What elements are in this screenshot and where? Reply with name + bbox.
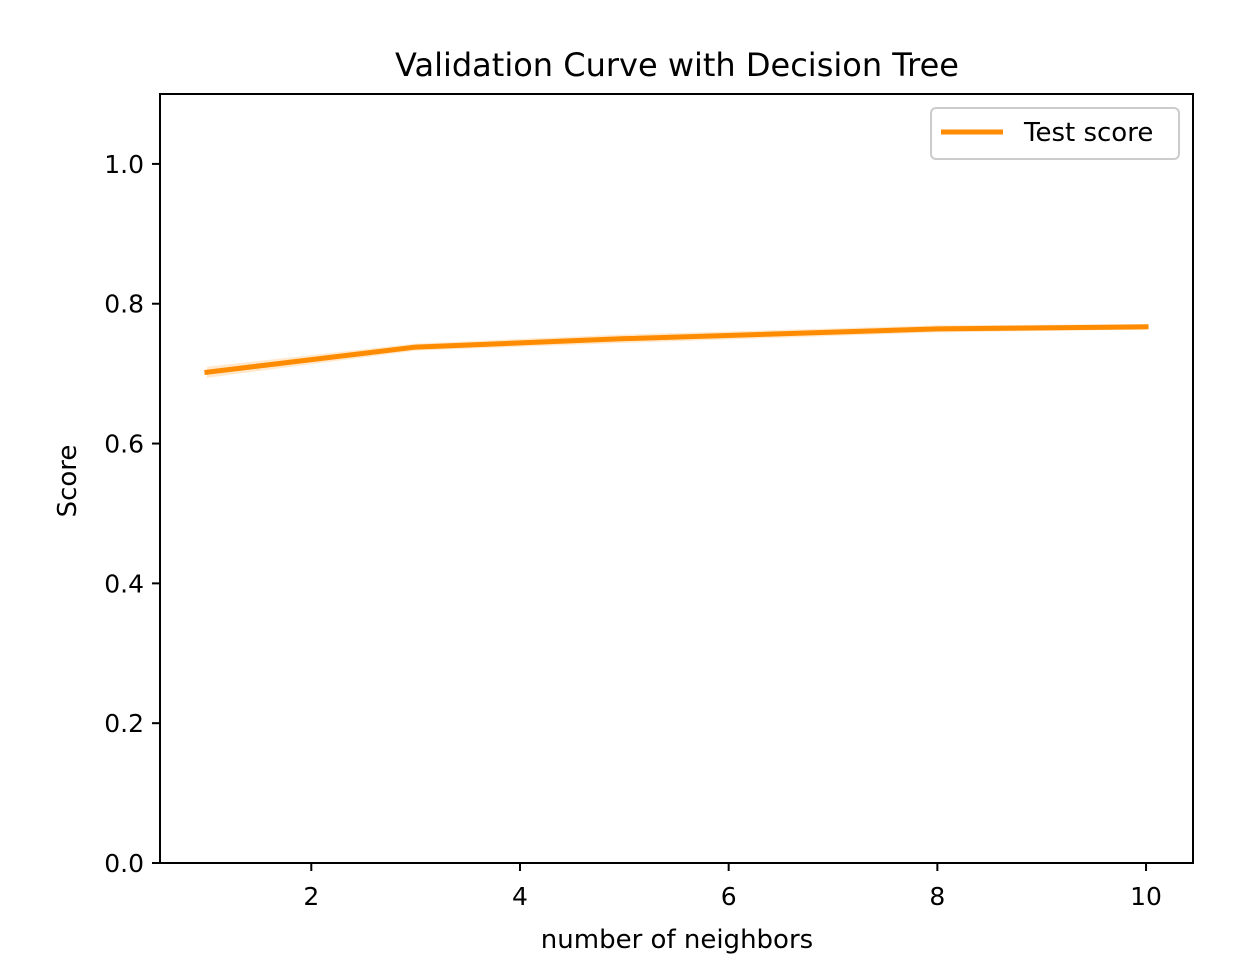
y-tick-label: 0.6: [104, 430, 144, 459]
x-tick-label: 4: [512, 882, 528, 911]
y-tick-label: 0.8: [104, 290, 144, 319]
axes-layer: 2 4 6 8 10 0.0 0.2 0.4 0.6 0.8 1.0: [104, 93, 1194, 911]
x-tick-label: 2: [303, 882, 319, 911]
legend: Test score: [930, 107, 1180, 160]
x-tick-label: 10: [1130, 882, 1162, 911]
y-tick-label: 0.2: [104, 709, 144, 738]
chart-title: Validation Curve with Decision Tree: [395, 46, 959, 84]
x-axis-label: number of neighbors: [541, 925, 813, 955]
legend-label-0: Test score: [1023, 118, 1153, 148]
x-tick-label: 6: [721, 882, 737, 911]
axes-frame: [159, 93, 1194, 864]
y-tick-label: 1.0: [104, 150, 144, 179]
x-tick-label: 8: [929, 882, 945, 911]
legend-box: [930, 107, 1180, 160]
y-tick-label: 0.4: [104, 569, 144, 598]
plot-layer: [204, 324, 1149, 378]
y-tick-label: 0.0: [104, 849, 144, 878]
y-axis-label: Score: [53, 445, 83, 518]
